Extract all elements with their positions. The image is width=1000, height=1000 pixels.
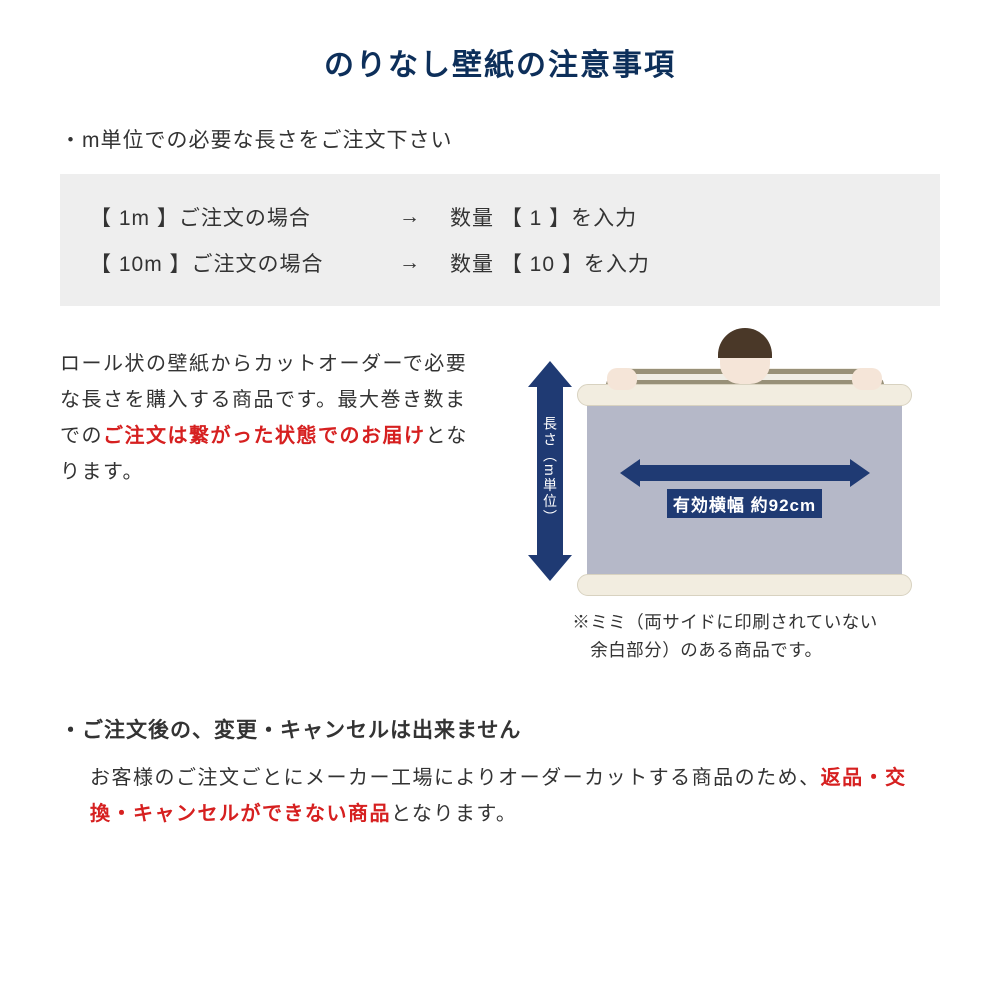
order-example-box: 【 1m 】ご注文の場合 → 数量 【 1 】を入力 【 10m 】ご注文の場合… xyxy=(60,174,940,306)
wallpaper-illustration: 有効横幅 約92cm xyxy=(577,346,912,596)
section1-heading: ・m単位での必要な長さをご注文下さい xyxy=(60,124,940,154)
example-left: 【 10m 】ご注文の場合 xyxy=(90,248,370,278)
roll-bottom xyxy=(577,574,912,596)
description-text: ロール状の壁紙からカットオーダーで必要な長さを購入する商品です。最大巻き数までの… xyxy=(60,346,480,490)
arrow-icon: → xyxy=(370,251,450,275)
arrow-down-icon xyxy=(528,555,572,581)
width-arrow-icon xyxy=(620,459,870,487)
diagram-visual: 長さ（m単位） 有効横幅 約92cm xyxy=(528,346,912,596)
s2-pre: お客様のご注文ごとにメーカー工場によりオーダーカットする商品のため、 xyxy=(90,767,821,789)
wallpaper-diagram: 長さ（m単位） 有効横幅 約92cm xyxy=(500,346,940,664)
width-label: 有効横幅 約92cm xyxy=(667,489,822,518)
example-left: 【 1m 】ご注文の場合 xyxy=(90,202,370,232)
section2-body: お客様のご注文ごとにメーカー工場によりオーダーカットする商品のため、返品・交換・… xyxy=(60,760,940,832)
s2-post: となります。 xyxy=(391,803,517,825)
arrow-right-icon xyxy=(850,459,870,487)
example-right: 数量 【 10 】を入力 xyxy=(450,248,650,278)
wallpaper-sheet: 有効横幅 約92cm xyxy=(587,396,902,581)
arrow-left-icon xyxy=(620,459,640,487)
arrow-up-icon xyxy=(528,361,572,387)
length-arrow-icon: 長さ（m単位） xyxy=(528,361,572,581)
page-title: のりなし壁紙の注意事項 xyxy=(60,40,940,84)
description-row: ロール状の壁紙からカットオーダーで必要な長さを購入する商品です。最大巻き数までの… xyxy=(60,346,940,664)
person-hair xyxy=(718,328,772,358)
arrow-shaft: 長さ（m単位） xyxy=(537,387,563,555)
example-right: 数量 【 1 】を入力 xyxy=(450,202,637,232)
section2-heading: ・ご注文後の、変更・キャンセルは出来ません xyxy=(60,714,940,744)
hand-left xyxy=(607,368,637,390)
h-shaft xyxy=(640,465,850,481)
arrow-icon: → xyxy=(370,205,450,229)
example-row: 【 10m 】ご注文の場合 → 数量 【 10 】を入力 xyxy=(90,240,910,286)
hand-right xyxy=(852,368,882,390)
mimi-note: ※ミミ（両サイドに印刷されていない 余白部分）のある商品です。 xyxy=(562,608,877,664)
length-label: 長さ（m単位） xyxy=(540,416,560,526)
example-row: 【 1m 】ご注文の場合 → 数量 【 1 】を入力 xyxy=(90,194,910,240)
desc-emphasis: ご注文は繋がった状態でのお届け xyxy=(103,425,426,447)
